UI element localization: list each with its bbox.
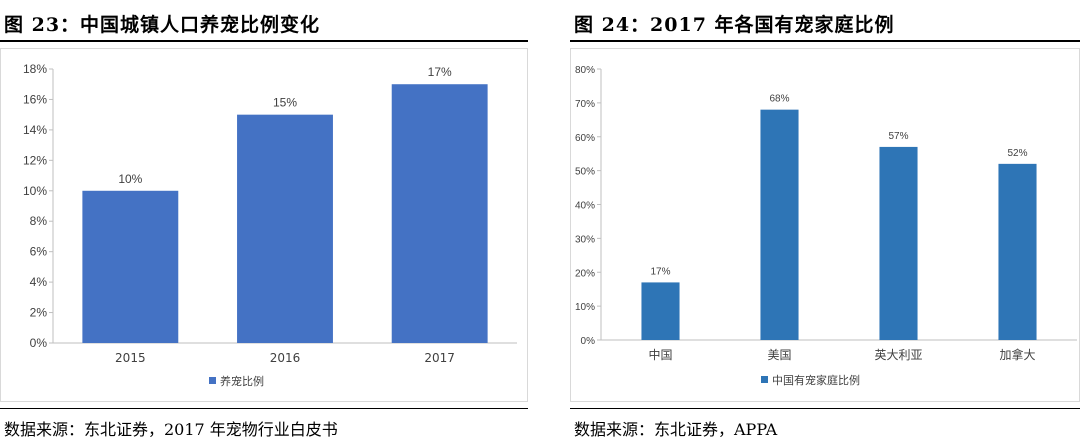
title-rule [570,40,1080,42]
x-tick-label: 2017 [424,351,455,365]
bar [760,109,799,341]
x-tick-label: 2015 [115,351,146,365]
bar [391,84,488,343]
y-tick-label: 4% [30,275,48,289]
y-tick-label: 10% [575,302,595,313]
y-tick-label: 80% [575,65,595,76]
bar [82,190,179,343]
x-tick-label: 中国 [648,347,672,362]
y-tick-label: 30% [575,234,595,245]
y-tick-label: 18% [23,62,47,76]
source-rule [570,408,1080,409]
data-label: 57% [888,131,908,142]
x-tick-label: 加拿大 [999,347,1035,362]
figure-24-panel: 图 24：2017 年各国有宠家庭比例 0% 10% 20% 30% 40% 50% 60%… [570,0,1080,446]
bar [641,282,680,340]
y-tick-label: 50% [575,167,595,178]
y-tick-label: 0% [581,336,596,347]
y-tick-label: 12% [23,153,47,167]
chart-area: 0% 2% 4% 6% 8% 10% 12% 14% 16% 18% 10% 2015 15% 2016 1… [0,48,528,402]
y-tick-label: 20% [575,268,595,279]
legend-swatch [209,377,216,384]
data-label: 17% [650,266,670,277]
y-tick-label: 10% [23,184,47,198]
y-tick-label: 14% [23,123,47,137]
x-tick-label: 2016 [270,351,301,365]
figure-title: 图 23：中国城镇人口养宠比例变化 [4,14,321,36]
bar-chart: 0% 2% 4% 6% 8% 10% 12% 14% 16% 18% 10% 2015 15% 2016 1… [23,62,517,388]
y-tick-label: 60% [575,133,595,144]
y-tick-label: 8% [30,214,48,228]
x-tick-label: 英大利亚 [874,348,922,362]
source-note: 数据来源：东北证券，APPA [574,420,778,439]
figure-23-panel: 图 23：中国城镇人口养宠比例变化 0% 2% 4% 6% 8% 10% 12% 14% 16%… [0,0,528,446]
legend-label: 中国有宠家庭比例 [772,373,860,387]
bar [998,163,1037,340]
data-label: 10% [118,172,142,186]
chart-area: 0% 10% 20% 30% 40% 50% 60% 70% 80% 17% 中国 68% 美国 57% 英… [570,48,1080,402]
title-rule [0,40,528,42]
bar [237,114,333,344]
bar-chart: 0% 10% 20% 30% 40% 50% 60% 70% 80% 17% 中国 68% 美国 57% 英… [575,65,1077,387]
bar [879,146,918,340]
y-tick-label: 16% [23,92,47,106]
data-label: 68% [769,94,789,105]
y-tick-label: 0% [30,336,48,350]
legend-swatch [761,376,768,383]
y-tick-label: 2% [30,306,48,320]
y-tick-label: 40% [575,201,595,212]
data-label: 52% [1007,148,1027,159]
data-label: 17% [428,65,452,79]
data-label: 15% [273,96,297,110]
source-note: 数据来源：东北证券，2017 年宠物行业白皮书 [4,420,338,439]
y-tick-label: 6% [30,245,48,259]
y-tick-label: 70% [575,99,595,110]
legend-label: 养宠比例 [220,374,264,388]
source-rule [0,408,528,409]
figure-title: 图 24：2017 年各国有宠家庭比例 [574,14,895,36]
x-tick-label: 美国 [767,348,791,362]
